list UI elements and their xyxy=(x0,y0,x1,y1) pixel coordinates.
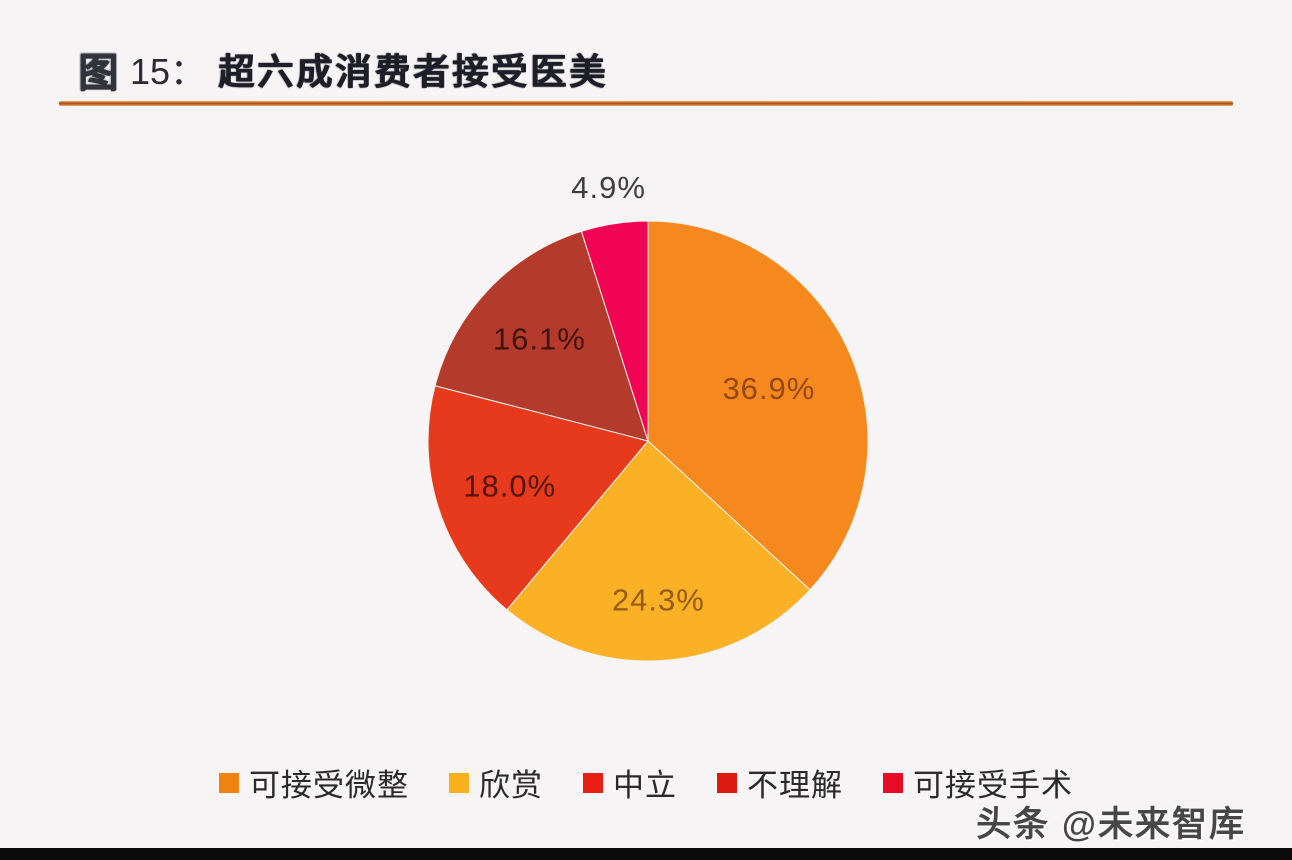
legend-swatch-icon xyxy=(717,772,737,793)
legend-item-可接受手术: 可接受手术 xyxy=(883,760,1073,805)
legend-item-可接受微整: 可接受微整 xyxy=(219,760,409,805)
pie-label-不理解: 16.1% xyxy=(493,321,586,356)
pie-label-可接受微整: 36.9% xyxy=(722,371,815,406)
figure-label-glyph: 图 xyxy=(78,51,118,95)
legend-swatch-icon xyxy=(883,772,903,793)
title-underline xyxy=(59,101,1233,106)
legend-label: 可接受微整 xyxy=(249,768,409,803)
legend-label: 中立 xyxy=(613,768,677,803)
bottom-bar xyxy=(0,848,1292,860)
chart-legend: 可接受微整 欣赏 中立 不理解 可接受手术 xyxy=(0,760,1292,805)
legend-item-不理解: 不理解 xyxy=(717,760,843,805)
pie-label-欣赏: 24.3% xyxy=(612,582,705,617)
pie-slice-不理解 xyxy=(434,230,649,442)
legend-swatch-icon xyxy=(219,772,239,793)
legend-item-欣赏: 欣赏 xyxy=(449,760,543,805)
legend-item-中立: 中立 xyxy=(583,760,677,805)
watermark: 头条 @未来智库 xyxy=(976,805,1246,844)
pie-slice-可接受手术 xyxy=(580,220,649,442)
legend-swatch-icon xyxy=(583,772,603,793)
pie-label-可接受手术: 4.9% xyxy=(571,170,646,205)
pie-slice-可接受微整 xyxy=(647,220,869,591)
legend-label: 可接受手术 xyxy=(913,768,1073,803)
pie-label-中立: 18.0% xyxy=(463,468,556,503)
legend-swatch-icon xyxy=(449,772,469,793)
figure-number: 15： xyxy=(130,51,207,92)
figure-title: 超六成消费者接受医美 xyxy=(218,51,609,92)
figure-header: 图 15： 超六成消费者接受医美 xyxy=(78,40,608,98)
pie-slice-欣赏 xyxy=(506,440,811,662)
legend-label: 欣赏 xyxy=(479,768,543,803)
legend-label: 不理解 xyxy=(747,768,843,803)
pie-slice-中立 xyxy=(427,385,649,611)
